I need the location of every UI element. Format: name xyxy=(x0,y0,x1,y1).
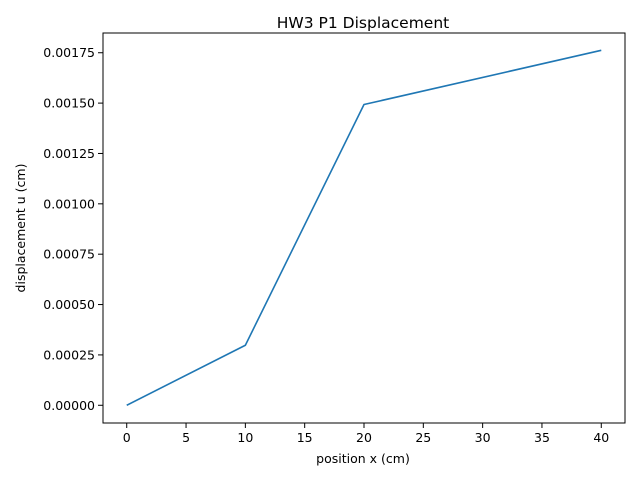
x-tick-label: 25 xyxy=(415,430,431,445)
x-tick-label: 5 xyxy=(182,430,190,445)
y-tick-label: 0.00075 xyxy=(43,247,95,262)
series-layer xyxy=(126,49,602,406)
x-tick-label: 40 xyxy=(593,430,609,445)
x-tick-label: 0 xyxy=(123,430,131,445)
chart-title: HW3 P1 Displacement xyxy=(277,14,449,32)
x-tick-label: 35 xyxy=(534,430,550,445)
plot-area-frame xyxy=(102,32,626,424)
y-tick-label: 0.00000 xyxy=(43,398,95,413)
y-axis-ticks: 0.00000 0.00025 0.00050 0.00075 0.00100 0.001… xyxy=(43,45,103,413)
y-axis-label: displacement u (cm) xyxy=(13,164,28,293)
x-tick-label: 10 xyxy=(237,430,253,445)
y-tick-label: 0.00175 xyxy=(43,45,95,60)
x-tick-label: 30 xyxy=(475,430,491,445)
y-tick-label: 0.00125 xyxy=(43,146,95,161)
y-tick-label: 0.00100 xyxy=(43,196,95,211)
y-tick-label: 0.00050 xyxy=(43,297,95,312)
x-tick-label: 15 xyxy=(297,430,313,445)
y-tick-label: 0.00150 xyxy=(43,96,95,111)
series-line-0 xyxy=(126,49,602,406)
x-tick-label: 20 xyxy=(356,430,372,445)
x-axis-ticks: 0 5 10 15 20 25 30 35 40 xyxy=(123,423,609,445)
y-tick-label: 0.00025 xyxy=(43,347,95,362)
x-axis-label: position x (cm) xyxy=(316,451,410,466)
